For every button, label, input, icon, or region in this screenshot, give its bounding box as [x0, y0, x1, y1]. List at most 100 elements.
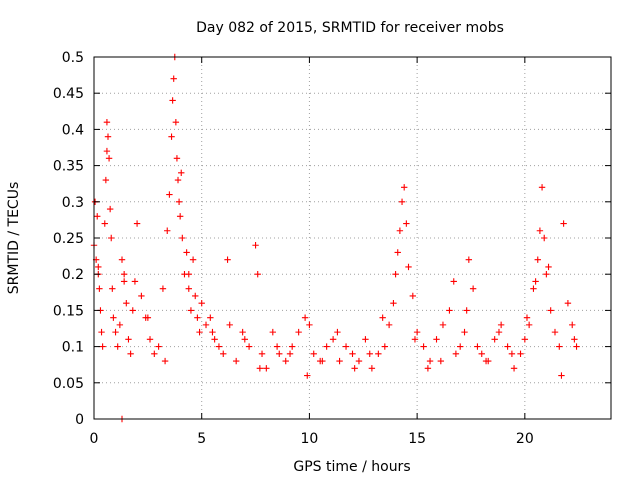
data-point	[269, 328, 276, 336]
data-point	[571, 336, 578, 343]
data-point	[304, 372, 311, 379]
y-tick-label: 0.35	[53, 159, 84, 175]
data-point	[534, 256, 541, 263]
data-point	[545, 263, 552, 271]
data-point	[178, 169, 185, 177]
data-point	[497, 321, 505, 329]
data-point	[394, 249, 401, 256]
data-point	[411, 336, 419, 343]
data-point	[198, 299, 205, 307]
data-point	[409, 292, 417, 300]
data-point	[94, 213, 101, 220]
data-points	[90, 53, 580, 423]
data-point	[185, 285, 192, 292]
data-point	[101, 220, 108, 227]
data-point	[288, 343, 296, 350]
y-tick-label: 0.5	[62, 50, 84, 66]
data-point	[161, 357, 169, 365]
data-point	[123, 299, 130, 307]
data-point	[114, 343, 121, 350]
data-point	[144, 314, 152, 321]
axis-ticks: 0 0.05 0.1 0.15 0.2 0.25 0.3 0.35 0.4 0.45 0.5 0 5 10…	[53, 50, 611, 447]
data-point	[175, 198, 183, 205]
data-point	[510, 365, 518, 372]
data-point	[254, 271, 261, 278]
data-point	[323, 343, 330, 350]
data-point	[109, 285, 116, 292]
data-point	[450, 278, 457, 285]
grid-lines	[94, 57, 611, 419]
data-point	[133, 220, 141, 227]
data-point	[187, 307, 195, 314]
data-point	[211, 336, 218, 343]
data-point	[286, 350, 294, 358]
data-point	[452, 350, 460, 358]
data-point	[405, 263, 412, 271]
data-point	[521, 336, 529, 343]
data-point	[551, 328, 559, 336]
data-point	[336, 357, 343, 365]
data-point	[155, 343, 162, 350]
data-point	[138, 292, 145, 300]
y-tick-label: 0	[75, 412, 84, 428]
data-point	[176, 213, 184, 220]
data-point	[530, 285, 537, 292]
data-point	[523, 314, 531, 321]
data-point	[105, 155, 113, 162]
data-point	[446, 307, 453, 314]
data-point	[538, 184, 546, 191]
data-point	[556, 343, 563, 350]
data-point	[478, 350, 485, 358]
data-point	[375, 350, 382, 358]
data-point	[129, 307, 136, 314]
data-point	[263, 365, 270, 372]
data-point	[504, 343, 511, 350]
data-point	[256, 365, 264, 372]
data-point	[536, 227, 544, 234]
data-point	[401, 184, 408, 191]
data-point	[564, 299, 572, 307]
data-point	[541, 234, 548, 242]
data-point	[106, 205, 114, 213]
data-point	[482, 357, 490, 365]
data-point	[120, 271, 128, 278]
data-point	[491, 336, 498, 343]
data-point	[131, 278, 139, 285]
data-point	[170, 75, 177, 82]
x-tick-label: 0	[90, 431, 99, 447]
data-point	[99, 343, 106, 350]
data-point	[245, 343, 253, 350]
data-point	[183, 249, 190, 256]
data-point	[282, 357, 289, 365]
y-tick-label: 0.1	[62, 340, 84, 356]
data-point	[116, 321, 124, 329]
data-point	[508, 350, 516, 358]
data-point	[368, 365, 376, 372]
data-point	[96, 285, 103, 292]
data-point	[433, 336, 440, 343]
data-point	[179, 234, 186, 242]
data-point	[120, 278, 128, 285]
data-point	[220, 350, 227, 358]
data-point	[474, 343, 481, 350]
data-point	[560, 220, 567, 227]
data-point	[426, 357, 434, 365]
data-point	[355, 357, 363, 365]
data-point	[226, 321, 233, 329]
data-point	[381, 343, 389, 350]
y-tick-label: 0.4	[62, 122, 84, 138]
data-point	[102, 176, 110, 184]
data-point	[103, 147, 111, 155]
data-point	[439, 321, 447, 329]
data-point	[329, 336, 337, 343]
data-point	[558, 372, 565, 379]
data-point	[366, 350, 373, 358]
data-point	[392, 271, 399, 278]
data-point	[192, 292, 199, 300]
data-point	[495, 328, 503, 336]
data-point	[543, 271, 550, 278]
data-point	[98, 328, 105, 336]
x-tick-label: 10	[301, 431, 319, 447]
data-point	[95, 263, 102, 271]
